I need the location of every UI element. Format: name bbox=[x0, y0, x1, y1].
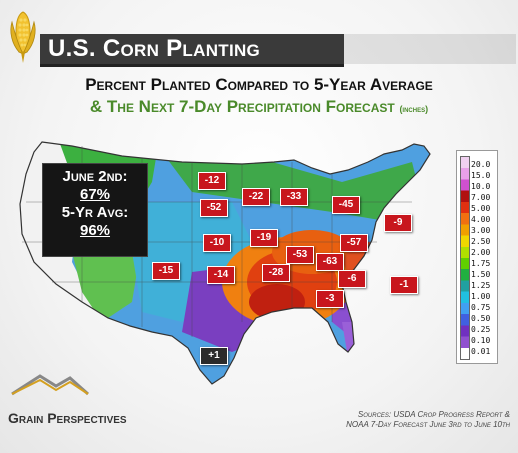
average-label: 5-Yr Avg: bbox=[61, 204, 129, 221]
current-value: 67% bbox=[79, 186, 111, 203]
grain-perspectives-logo-icon bbox=[11, 374, 89, 396]
legend-label: 0.25 bbox=[471, 325, 491, 334]
page-title: U.S. Corn Planting bbox=[48, 35, 261, 62]
legend-label: 5.00 bbox=[471, 204, 491, 213]
legend-label: 4.00 bbox=[471, 215, 491, 224]
state-badge: -57 bbox=[340, 234, 368, 252]
state-badge: -15 bbox=[152, 262, 180, 280]
sources-line2: NOAA 7-Day Forecast June 3rd to June 10t… bbox=[346, 420, 510, 429]
precipitation-legend: 20.0 15.0 10.0 7.00 5.00 4.00 3.00 2.50 … bbox=[456, 150, 498, 364]
state-badge: -22 bbox=[242, 188, 270, 206]
state-badge: -3 bbox=[316, 290, 344, 308]
legend-label: 1.00 bbox=[471, 292, 491, 301]
state-badge: -33 bbox=[280, 188, 308, 206]
legend-label: 15.0 bbox=[471, 171, 491, 180]
state-badge: -14 bbox=[207, 266, 235, 284]
state-badge: -53 bbox=[286, 246, 314, 264]
corn-icon bbox=[10, 11, 36, 63]
subtitle-line2: & The Next 7-Day Precipitation Forecast … bbox=[0, 97, 518, 117]
legend-label: 2.50 bbox=[471, 237, 491, 246]
average-value: 96% bbox=[79, 222, 111, 239]
legend-label: 0.10 bbox=[471, 336, 491, 345]
state-badge: -1 bbox=[390, 276, 418, 294]
state-badge: -63 bbox=[316, 253, 344, 271]
legend-label: 2.00 bbox=[471, 248, 491, 257]
planting-summary-box: June 2nd: 67% 5-Yr Avg: 96% bbox=[42, 163, 148, 257]
state-badge: +1 bbox=[200, 347, 228, 365]
legend-color-bar bbox=[460, 156, 470, 360]
brand-name: Grain Perspectives bbox=[8, 410, 127, 426]
legend-label: 0.01 bbox=[471, 347, 491, 356]
legend-label: 1.50 bbox=[471, 270, 491, 279]
legend-label: 0.75 bbox=[471, 303, 491, 312]
state-badge: -12 bbox=[198, 172, 226, 190]
state-badge: -45 bbox=[332, 196, 360, 214]
subtitle-line1: Percent Planted Compared to 5-Year Avera… bbox=[85, 75, 433, 94]
legend-label: 10.0 bbox=[471, 182, 491, 191]
state-badge: -52 bbox=[200, 199, 228, 217]
state-badge: -9 bbox=[384, 214, 412, 232]
legend-label: 7.00 bbox=[471, 193, 491, 202]
sources-note: Sources: USDA Crop Progress Report & NOA… bbox=[260, 410, 510, 430]
state-badge: -10 bbox=[203, 234, 231, 252]
sources-line1: Sources: USDA Crop Progress Report & bbox=[357, 410, 510, 419]
state-badge: -6 bbox=[338, 270, 366, 288]
state-badge: -28 bbox=[262, 264, 290, 282]
title-banner bbox=[40, 34, 344, 67]
state-badge: -19 bbox=[250, 229, 278, 247]
legend-label: 1.75 bbox=[471, 259, 491, 268]
current-label: June 2nd: bbox=[62, 168, 128, 185]
subtitle-line2-text: & The Next 7-Day Precipitation Forecast bbox=[89, 97, 395, 116]
legend-label: 1.25 bbox=[471, 281, 491, 290]
legend-label: 20.0 bbox=[471, 160, 491, 169]
legend-label: 3.00 bbox=[471, 226, 491, 235]
title-banner-stripe bbox=[344, 34, 516, 64]
subtitle-unit: (inches) bbox=[399, 104, 429, 114]
legend-label: 0.50 bbox=[471, 314, 491, 323]
